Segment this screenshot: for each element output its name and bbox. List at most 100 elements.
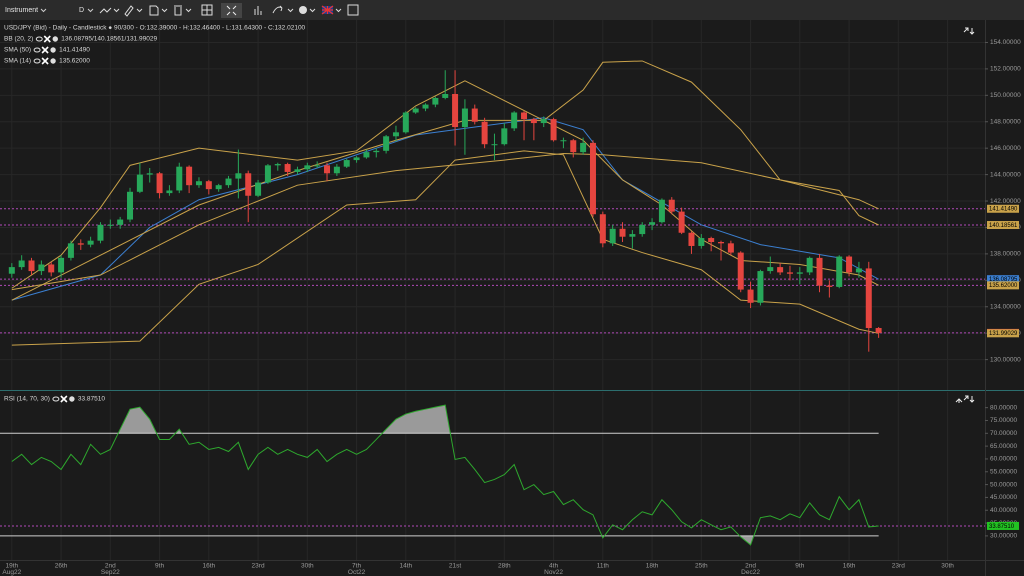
candle-body xyxy=(619,228,626,237)
remove-indicator[interactable] xyxy=(41,46,49,54)
caret xyxy=(287,8,294,13)
price-tag xyxy=(987,221,1019,230)
candle-body xyxy=(314,165,321,167)
candle-body xyxy=(727,243,734,253)
x-tick-label: 7th xyxy=(352,563,361,570)
candle-body xyxy=(274,164,281,166)
toolbar-bg xyxy=(0,0,1024,20)
candle-body xyxy=(668,199,675,212)
candle-body xyxy=(747,289,754,303)
candle-body xyxy=(343,160,350,167)
pencil-tool[interactable] xyxy=(124,5,134,17)
remove-indicator[interactable] xyxy=(60,395,68,403)
x-tick-sublabel: Oct22 xyxy=(348,569,366,576)
caret xyxy=(136,8,143,13)
y-tick-label: 65.00000 xyxy=(990,443,1017,450)
candle-body xyxy=(491,144,498,146)
candle-body xyxy=(294,169,301,172)
candle-body xyxy=(136,174,143,192)
y-tick-label: 152.00000 xyxy=(990,66,1021,73)
x-tick-label: 11th xyxy=(597,563,610,570)
candle-body xyxy=(698,238,705,246)
candle-body xyxy=(481,121,488,145)
crosshair-button-bg[interactable] xyxy=(221,3,242,18)
x-tick-label: 28th xyxy=(498,563,511,570)
instrument-menu[interactable]: Instrument xyxy=(5,7,38,14)
candle-body xyxy=(609,228,616,244)
candle-body xyxy=(28,260,35,272)
candle-body xyxy=(757,271,764,303)
caret xyxy=(309,8,316,13)
candle-body xyxy=(107,224,114,226)
candle-body xyxy=(629,234,636,237)
theme-button[interactable] xyxy=(299,6,307,14)
y-tick-label: 75.00000 xyxy=(990,417,1017,424)
candle-body xyxy=(442,94,449,98)
candle-body xyxy=(156,173,163,194)
indicator-value: 136.08795/140.18561/131.99029 xyxy=(61,36,157,43)
candle-body xyxy=(521,112,528,120)
y-tick-label: 30.00000 xyxy=(990,533,1017,540)
candle-body xyxy=(550,119,557,141)
candle-body xyxy=(560,140,567,142)
price-tag-label: 33.87510 xyxy=(989,524,1015,530)
timeframe-menu[interactable]: D xyxy=(79,7,84,14)
price-tag xyxy=(987,521,1019,530)
x-tick-label: 16th xyxy=(202,563,215,570)
candle-body xyxy=(38,264,45,272)
y-tick-label: 80.00000 xyxy=(990,404,1017,411)
candle-body xyxy=(304,165,311,170)
visibility-toggle[interactable] xyxy=(33,47,41,53)
window-button[interactable] xyxy=(347,4,359,16)
candle-body xyxy=(333,166,340,174)
candle-body xyxy=(58,257,65,273)
remove-indicator[interactable] xyxy=(43,35,51,43)
candle-body xyxy=(166,190,173,194)
candle-body xyxy=(688,232,695,246)
indicator-settings[interactable] xyxy=(50,58,56,64)
candle-body xyxy=(649,222,656,225)
indicator-settings[interactable] xyxy=(69,396,75,402)
candle-body xyxy=(97,224,104,241)
crosshair-icon xyxy=(226,5,237,16)
candle-body xyxy=(373,150,380,153)
candle-body xyxy=(678,211,685,233)
candle-body xyxy=(875,328,882,333)
price-tag-label: 135.62000 xyxy=(989,283,1018,289)
marks xyxy=(0,60,882,546)
candle-body xyxy=(540,119,547,124)
share-button[interactable] xyxy=(272,5,283,14)
x-tick-label: 19th xyxy=(5,563,18,570)
x-tick-label: 26th xyxy=(55,563,68,570)
indicator-line xyxy=(11,152,879,291)
candle-body xyxy=(718,242,725,244)
indicator-settings[interactable] xyxy=(52,36,58,42)
draw-line-tool[interactable] xyxy=(99,7,112,14)
candle-body xyxy=(186,166,193,186)
visibility-toggle[interactable] xyxy=(33,58,41,64)
candle-body xyxy=(826,285,833,287)
candle-body xyxy=(422,104,429,109)
delete-tool[interactable] xyxy=(174,5,182,16)
candle-body xyxy=(284,164,291,172)
visibility-toggle[interactable] xyxy=(52,396,60,402)
candle-body xyxy=(255,182,262,196)
candle-body xyxy=(767,267,774,272)
y-tick-label: 142.00000 xyxy=(990,198,1021,205)
candle-body xyxy=(363,152,370,158)
x-tick-label: 9th xyxy=(795,563,804,570)
price-tag-label: 136.08795 xyxy=(989,277,1018,283)
indicators-button[interactable] xyxy=(254,6,262,15)
rsi-pane-controls[interactable] xyxy=(955,395,975,403)
tags: 141.41490140.18561136.08795135.62000132.… xyxy=(987,204,1019,530)
pane-maximize[interactable] xyxy=(963,27,975,35)
indicator-name: BB (20, 2) xyxy=(4,36,33,43)
text-tool[interactable] xyxy=(149,5,159,16)
y-tick-label: 144.00000 xyxy=(990,171,1021,178)
y-tick-label: 150.00000 xyxy=(990,92,1021,99)
visibility-toggle[interactable] xyxy=(35,36,43,42)
indicator-settings[interactable] xyxy=(50,47,56,53)
y-tick-label: 148.00000 xyxy=(990,118,1021,125)
candle-body xyxy=(18,260,25,268)
remove-indicator[interactable] xyxy=(41,57,49,65)
